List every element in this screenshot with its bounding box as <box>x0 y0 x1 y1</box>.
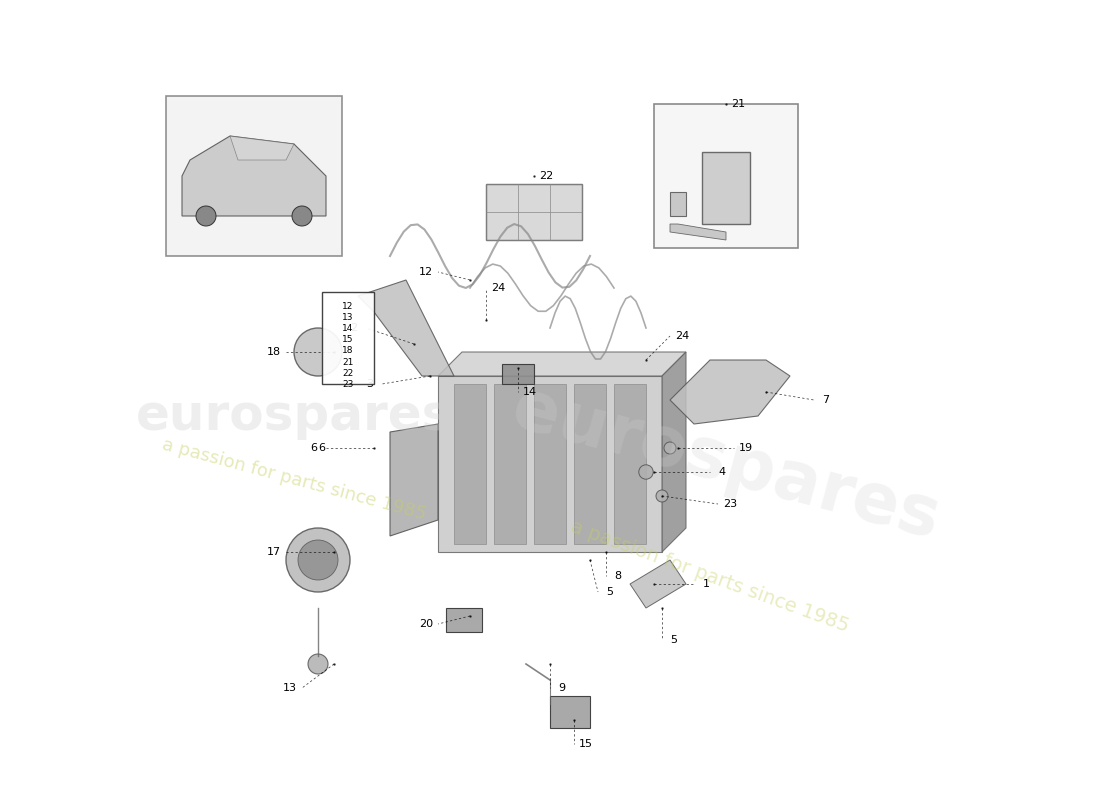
Polygon shape <box>182 136 326 216</box>
Text: 12: 12 <box>419 267 433 277</box>
Text: 14: 14 <box>342 324 354 333</box>
Polygon shape <box>670 360 790 424</box>
Text: 24: 24 <box>491 283 505 293</box>
Text: 19: 19 <box>739 443 754 453</box>
Text: eurospares: eurospares <box>505 374 947 554</box>
Ellipse shape <box>308 654 328 674</box>
Text: 22: 22 <box>342 369 353 378</box>
Text: 18: 18 <box>267 347 282 357</box>
Polygon shape <box>574 384 606 544</box>
Text: 22: 22 <box>539 171 553 181</box>
Text: a passion for parts since 1985: a passion for parts since 1985 <box>569 517 851 635</box>
Text: 12: 12 <box>342 302 354 310</box>
Ellipse shape <box>286 528 350 592</box>
Text: a passion for parts since 1985: a passion for parts since 1985 <box>160 436 428 524</box>
Text: 13: 13 <box>283 683 297 693</box>
Text: 8: 8 <box>615 571 622 581</box>
Polygon shape <box>614 384 646 544</box>
Text: 5: 5 <box>606 587 614 597</box>
Text: 24: 24 <box>675 331 689 341</box>
Ellipse shape <box>656 490 668 502</box>
Polygon shape <box>358 280 454 376</box>
Text: 15: 15 <box>342 335 354 344</box>
Text: 6: 6 <box>319 443 326 453</box>
Text: 21: 21 <box>730 99 745 109</box>
Text: 20: 20 <box>419 619 433 629</box>
Bar <box>322 292 374 384</box>
Bar <box>670 192 686 216</box>
Bar <box>446 608 482 632</box>
Bar <box>550 696 590 728</box>
Ellipse shape <box>196 206 216 226</box>
Text: 2: 2 <box>351 323 358 333</box>
Polygon shape <box>670 224 726 240</box>
Bar <box>486 184 582 240</box>
Polygon shape <box>534 384 566 544</box>
Polygon shape <box>390 424 438 536</box>
Ellipse shape <box>298 540 338 580</box>
Text: 17: 17 <box>267 547 282 557</box>
Ellipse shape <box>294 328 342 376</box>
Text: 23: 23 <box>723 499 737 509</box>
Polygon shape <box>438 376 662 552</box>
Ellipse shape <box>292 206 312 226</box>
Bar <box>654 104 798 248</box>
Text: 18: 18 <box>342 346 354 355</box>
Text: 15: 15 <box>579 739 593 749</box>
Polygon shape <box>438 352 686 376</box>
Text: 6: 6 <box>310 443 318 453</box>
Text: eurospares: eurospares <box>135 392 452 440</box>
Polygon shape <box>662 352 686 552</box>
Text: 3: 3 <box>366 379 374 389</box>
Text: 21: 21 <box>342 358 354 366</box>
Text: 4: 4 <box>718 467 726 477</box>
Bar <box>702 152 750 224</box>
Bar <box>502 364 534 384</box>
Text: 23: 23 <box>342 380 354 389</box>
Text: 7: 7 <box>823 395 829 405</box>
Polygon shape <box>230 136 294 160</box>
Ellipse shape <box>664 442 676 454</box>
Polygon shape <box>494 384 526 544</box>
Bar <box>166 96 342 256</box>
Ellipse shape <box>639 465 653 479</box>
Polygon shape <box>630 560 686 608</box>
Text: 14: 14 <box>522 387 537 397</box>
Text: 1: 1 <box>703 579 710 589</box>
Text: 5: 5 <box>671 635 678 645</box>
Text: 9: 9 <box>559 683 565 693</box>
Polygon shape <box>454 384 486 544</box>
Text: 13: 13 <box>342 313 354 322</box>
